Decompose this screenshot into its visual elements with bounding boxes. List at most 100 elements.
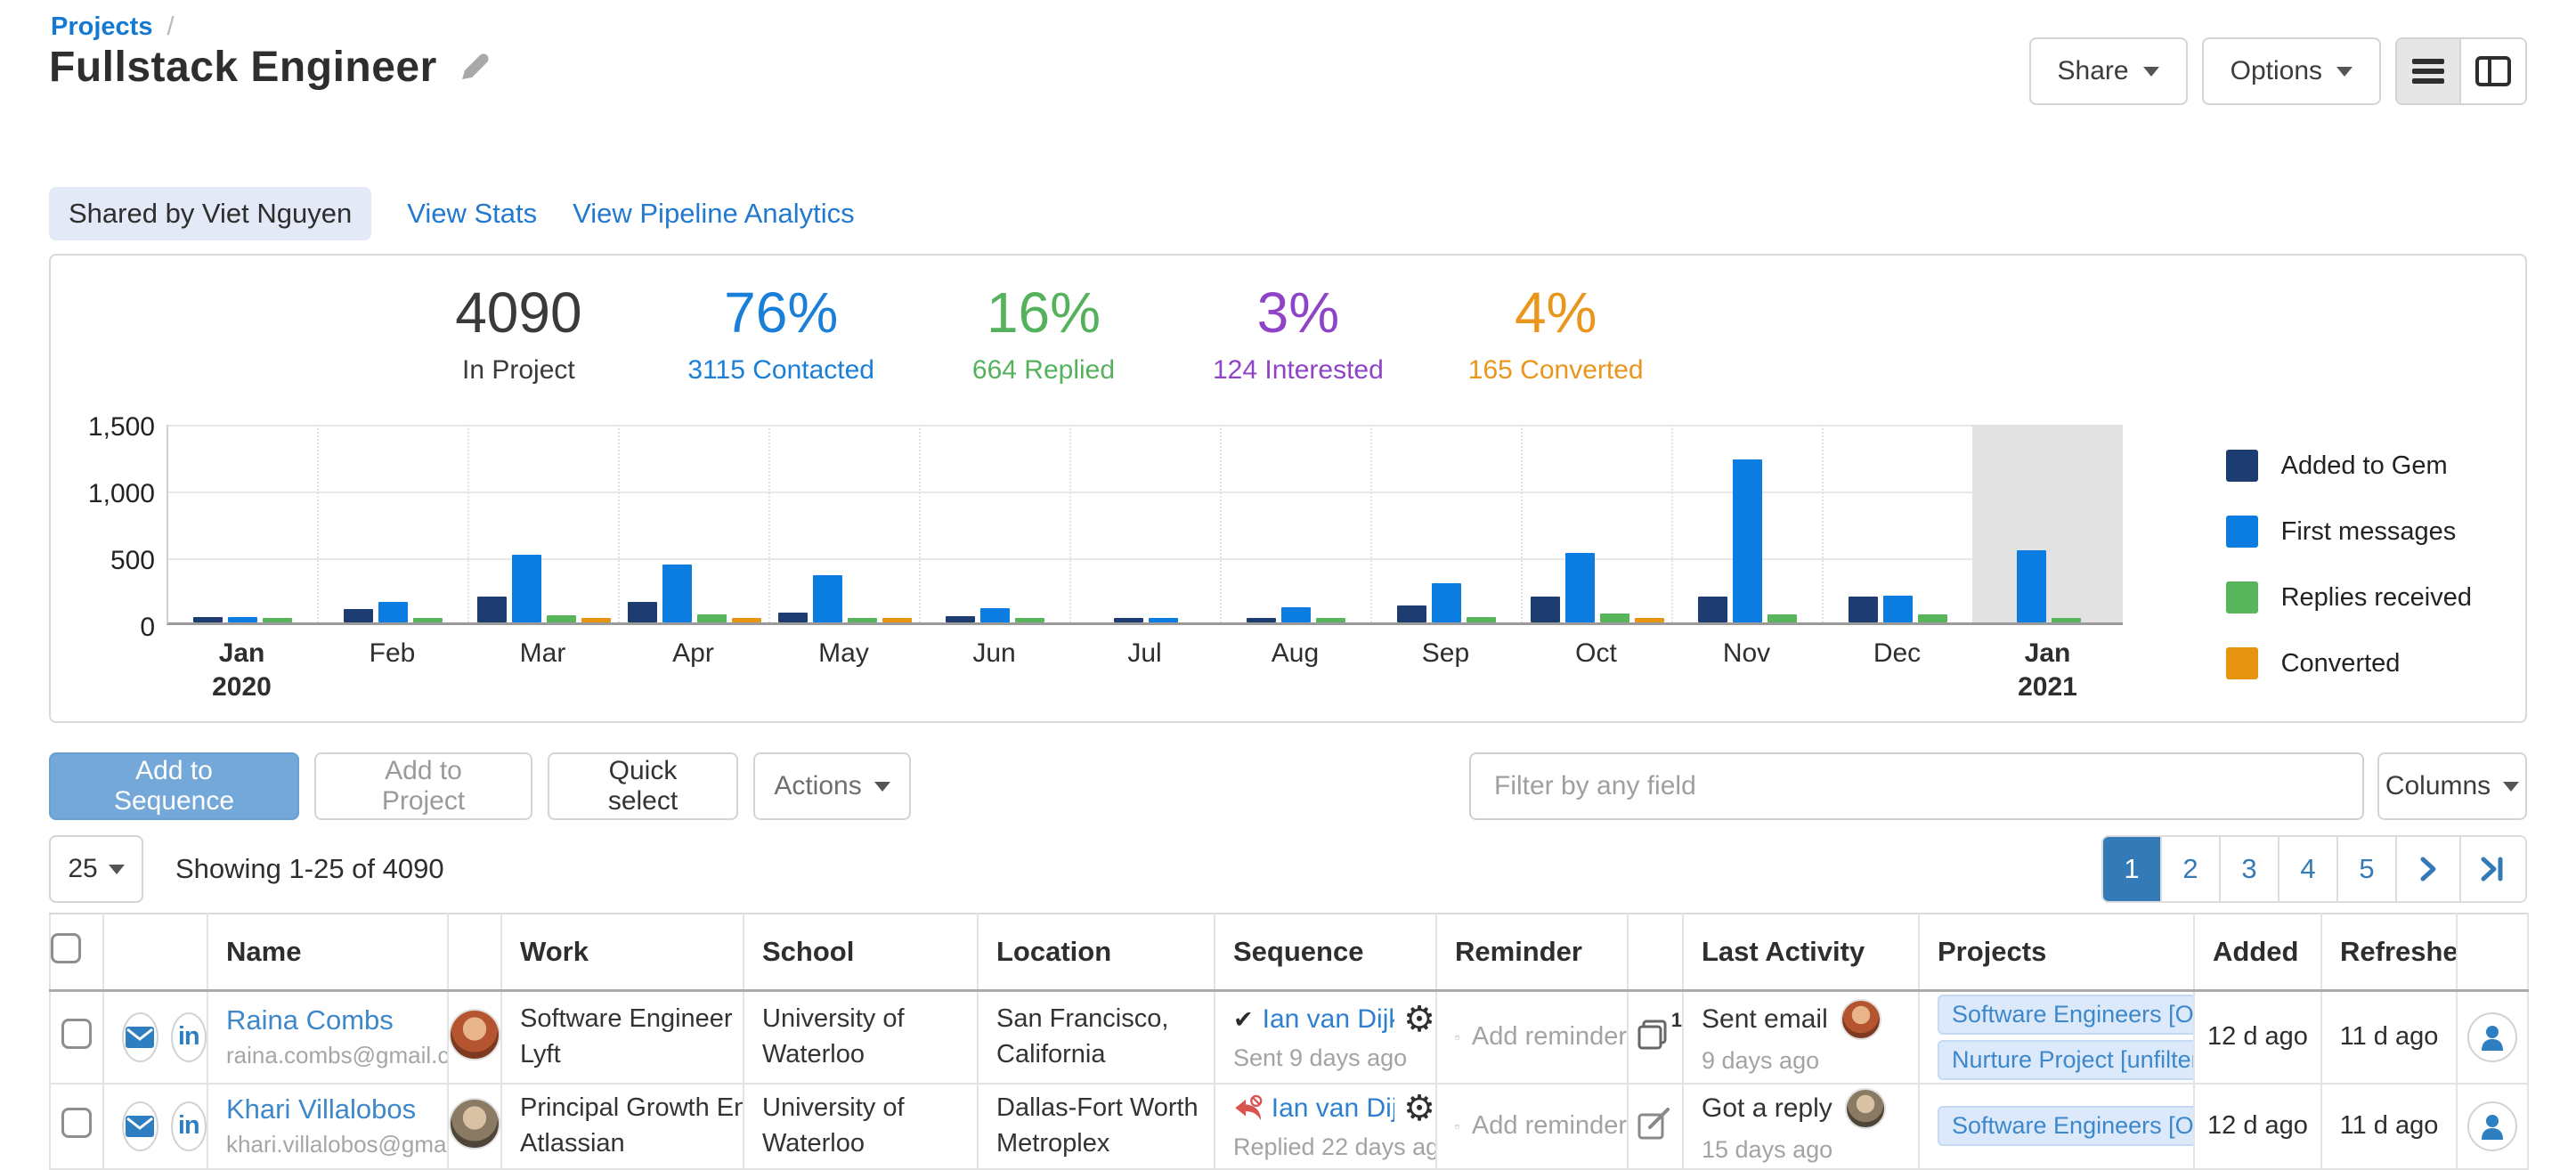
add-to-sequence-button[interactable]: Add to Sequence	[49, 752, 299, 820]
next-page-button[interactable]	[2397, 837, 2461, 901]
stat-converted: 4% 165 Converted	[1468, 280, 1644, 386]
email-button[interactable]	[122, 1012, 158, 1062]
legend-swatch	[2225, 647, 2258, 679]
breadcrumb-projects-link[interactable]: Projects	[51, 12, 153, 41]
x-axis-label: Jan 2020	[212, 638, 272, 702]
x-axis-label: Apr	[672, 638, 714, 668]
email-button[interactable]	[122, 1101, 158, 1151]
school-cell: University of Waterloo	[743, 1082, 979, 1170]
avatar[interactable]	[450, 1009, 500, 1060]
chart-month-group	[1370, 425, 1521, 622]
stat-label: 3115 Contacted	[687, 354, 874, 385]
bar-replies-received	[696, 614, 727, 622]
last-page-button[interactable]	[2461, 837, 2525, 901]
quick-select-button[interactable]: Quick select	[548, 752, 738, 820]
y-axis-tick: 500	[110, 546, 155, 575]
chevron-down-icon	[2503, 781, 2520, 792]
legend-converted: Converted	[2225, 647, 2472, 679]
page-1-button[interactable]: 1	[2103, 837, 2162, 901]
page-2-button[interactable]: 2	[2162, 837, 2221, 901]
chevron-last-icon	[2481, 857, 2503, 882]
breadcrumb: Projects /	[51, 12, 175, 42]
add-reminder-button[interactable]: Add reminder	[1455, 1110, 1626, 1142]
row-checkbox[interactable]	[61, 1107, 92, 1138]
candidates-table: Name Work School Location Sequence Remin…	[49, 913, 2529, 1170]
edit-note-icon[interactable]	[1637, 1108, 1671, 1143]
col-refreshed: Refreshed	[2320, 913, 2458, 992]
bar-first-messages	[1733, 459, 1762, 622]
row-checkbox[interactable]	[61, 1018, 92, 1049]
work-company: Atlassian	[520, 1128, 625, 1158]
tab-view-stats[interactable]: View Stats	[407, 198, 538, 229]
stat-value: 76%	[724, 280, 839, 345]
work-company: Lyft	[520, 1039, 561, 1068]
actions-label: Actions	[774, 771, 862, 800]
project-pill[interactable]: Nurture Project [unfiltered]	[1938, 1039, 2192, 1080]
col-location: Location	[977, 913, 1215, 992]
x-axis-label: Jun	[972, 638, 1016, 668]
page-5-button[interactable]: 5	[2338, 837, 2397, 901]
options-button[interactable]: Options	[2201, 37, 2381, 105]
work-title: Principal Growth Engineer	[520, 1093, 742, 1123]
tab-shared-by[interactable]: Shared by Viet Nguyen	[49, 187, 372, 240]
profile-button[interactable]	[2467, 1101, 2517, 1151]
add-to-project-button[interactable]: Add to Project	[314, 752, 532, 820]
linkedin-button[interactable]: in	[170, 1012, 206, 1062]
bar-added-to-gem	[476, 597, 507, 622]
activity-time: 9 days ago	[1702, 1047, 1820, 1074]
sent-messages-count-icon[interactable]: 1	[1637, 1009, 1681, 1054]
share-label: Share	[2057, 56, 2129, 85]
columns-button[interactable]: Columns	[2377, 752, 2527, 820]
breadcrumb-separator: /	[167, 12, 175, 41]
table-header-row: Name Work School Location Sequence Remin…	[49, 913, 2529, 992]
share-button[interactable]: Share	[2028, 37, 2188, 105]
chart-month-group	[1220, 425, 1370, 622]
x-axis-label: Dec	[1873, 638, 1922, 668]
split-view-button[interactable]	[2461, 39, 2525, 103]
col-work: Work	[500, 913, 744, 992]
chart-month-group	[1521, 425, 1671, 622]
sent-check-icon: ✔	[1233, 1005, 1254, 1033]
person-icon	[2482, 1114, 2503, 1140]
chart-month-group	[768, 425, 919, 622]
linkedin-icon: in	[177, 1022, 200, 1051]
project-pill[interactable]: Software Engineers [OLD]	[1938, 994, 2192, 1035]
col-added: Added	[2193, 913, 2322, 992]
candidate-email: raina.combs@gmail.com	[226, 1042, 446, 1068]
gear-icon[interactable]: ⚙	[1403, 1089, 1435, 1128]
bar-added-to-gem	[1247, 618, 1276, 622]
edit-title-icon[interactable]	[457, 51, 491, 85]
profile-button[interactable]	[2467, 1012, 2517, 1062]
avatar[interactable]	[450, 1098, 500, 1150]
select-all-checkbox[interactable]	[52, 932, 81, 963]
school-cell: University of Waterloo	[743, 989, 979, 1085]
sequence-link[interactable]: Ian van Dijk's	[1262, 1004, 1395, 1034]
stat-interested: 3% 124 Interested	[1213, 280, 1384, 386]
bar-replies-received	[1767, 614, 1797, 622]
page-4-button[interactable]: 4	[2279, 837, 2338, 901]
legend-label: Converted	[2280, 648, 2401, 678]
candidate-name-link[interactable]: Khari Villalobos	[226, 1093, 417, 1125]
page-size-select[interactable]: 25	[49, 835, 143, 903]
bar-first-messages	[511, 555, 541, 622]
x-axis-label: Jul	[1127, 638, 1162, 668]
add-reminder-button[interactable]: Add reminder	[1455, 1021, 1626, 1053]
stat-value: 4%	[1514, 280, 1597, 345]
page-3-button[interactable]: 3	[2221, 837, 2279, 901]
bar-added-to-gem	[777, 613, 808, 622]
candidate-name-link[interactable]: Raina Combs	[226, 1004, 394, 1036]
sequence-link[interactable]: Ian van Dijk's	[1271, 1093, 1395, 1123]
bar-added-to-gem	[627, 602, 657, 622]
columns-label: Columns	[2385, 771, 2491, 800]
filter-input[interactable]	[1469, 752, 2364, 820]
gear-icon[interactable]: ⚙	[1403, 1000, 1435, 1039]
actions-button[interactable]: Actions	[753, 752, 911, 820]
bar-added-to-gem	[946, 616, 975, 622]
options-label: Options	[2230, 56, 2322, 85]
tab-view-pipeline-analytics[interactable]: View Pipeline Analytics	[573, 198, 855, 229]
project-pill[interactable]: Software Engineers [OLD]	[1938, 1106, 2192, 1146]
list-view-button[interactable]	[2397, 39, 2461, 103]
chart-month-group	[919, 425, 1069, 622]
activity-time: 15 days ago	[1702, 1136, 1833, 1163]
linkedin-button[interactable]: in	[170, 1101, 206, 1151]
